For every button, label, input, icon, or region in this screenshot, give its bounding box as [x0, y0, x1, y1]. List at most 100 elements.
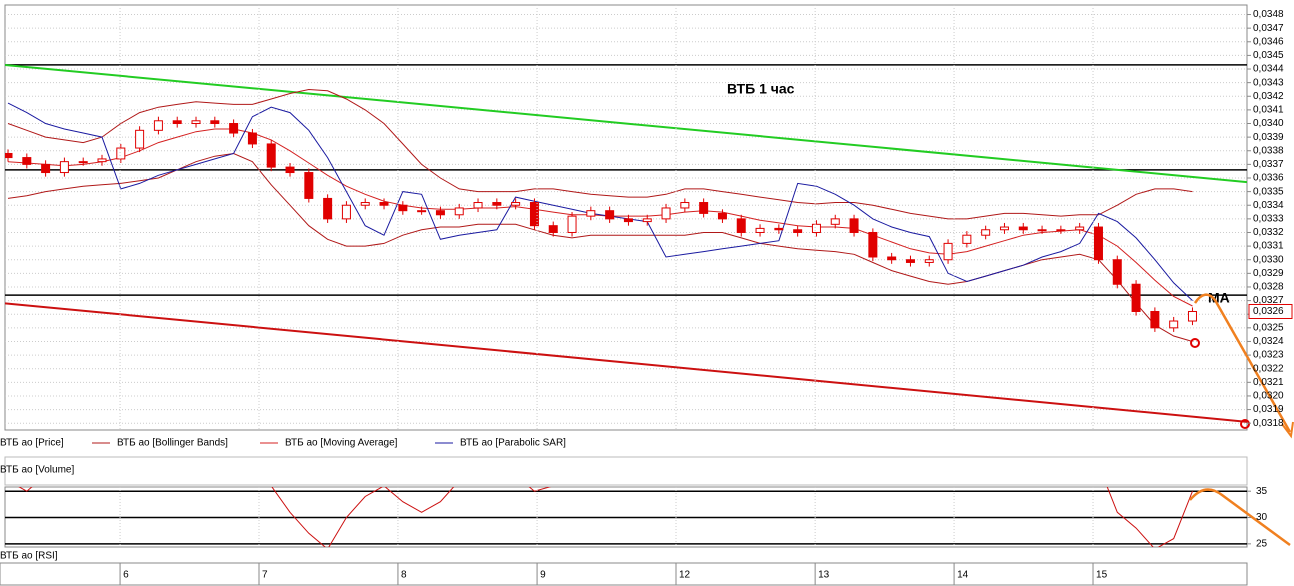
candle-body — [680, 202, 690, 209]
forecast-arrow — [1193, 293, 1292, 433]
candle-body — [699, 202, 709, 214]
y-tick-label: 0,0328 — [1253, 282, 1284, 293]
volume-panel — [4, 456, 1248, 486]
y-tick-label: 0,0323 — [1253, 350, 1284, 361]
y-tick-label: 25 — [1256, 538, 1268, 549]
x-axis-band — [0, 562, 1248, 586]
candle-body — [924, 259, 934, 263]
candle-body — [868, 231, 878, 258]
x-tick-label: 6 — [123, 570, 129, 581]
y-tick-label: 0,0321 — [1253, 377, 1284, 388]
candle-body — [849, 218, 859, 233]
candle-body — [59, 161, 69, 174]
trend-line — [5, 302, 1247, 423]
candle-body — [529, 202, 539, 227]
candle-body — [642, 218, 652, 223]
y-tick-label: 0,0337 — [1253, 159, 1284, 170]
candle-body — [811, 223, 821, 233]
candle-body — [1150, 310, 1160, 329]
y-tick-label: 0,0348 — [1253, 9, 1284, 20]
candle-body — [755, 227, 765, 233]
y-tick-label: 0,0347 — [1253, 23, 1284, 34]
arrow-head — [1281, 421, 1294, 439]
x-tick-label: 15 — [1096, 570, 1108, 581]
marker-circle — [1190, 338, 1200, 348]
moving-average — [7, 128, 1193, 307]
y-tick-label: 0,0345 — [1253, 50, 1284, 61]
candle-body — [379, 202, 389, 206]
candle-body — [285, 166, 295, 174]
candle-body — [943, 242, 953, 261]
candle-body — [586, 210, 596, 217]
candle-body — [1056, 229, 1066, 232]
candle-body — [229, 123, 239, 134]
legend-label: ВТБ ао [Bollinger Bands] — [117, 438, 228, 449]
candle-body — [736, 218, 746, 233]
rsi-plot — [5, 487, 1247, 547]
x-tick-label: 7 — [262, 570, 268, 581]
legend-label: ВТБ ао [Parabolic SAR] — [460, 438, 566, 449]
candle-body — [191, 120, 201, 125]
parabolic-sar — [7, 102, 1193, 301]
y-tick-label: 0,0341 — [1253, 105, 1284, 116]
y-tick-label: 0,0340 — [1253, 118, 1284, 129]
y-tick-label: 0,0333 — [1253, 214, 1284, 225]
y-tick-label: 35 — [1256, 486, 1268, 497]
candle-body — [210, 120, 220, 125]
y-tick-label: 0,0319 — [1253, 404, 1284, 415]
y-tick-label: 0,0339 — [1253, 132, 1284, 143]
candle-body — [5, 152, 13, 159]
y-tick-label: 0,0320 — [1253, 391, 1284, 402]
price-plot — [5, 14, 1247, 424]
candle-body — [1187, 310, 1197, 322]
candle-body — [492, 202, 502, 206]
candle-body — [1093, 226, 1103, 261]
candle-body — [962, 234, 972, 244]
y-tick-label: 0,0325 — [1253, 322, 1284, 333]
candle-body — [999, 226, 1009, 231]
candle-body — [172, 120, 182, 125]
y-tick-label: 0,0318 — [1253, 418, 1284, 429]
x-tick-label: 9 — [540, 570, 546, 581]
candle-body — [22, 157, 32, 165]
candle-body — [548, 225, 558, 233]
candle-body — [341, 204, 351, 220]
candle-body — [116, 147, 126, 160]
candle-body — [266, 143, 276, 168]
candle-body — [605, 210, 615, 220]
candle-body — [1131, 283, 1141, 312]
y-tick-label: 0,0344 — [1253, 64, 1284, 75]
legend-label: ВТБ ао [Moving Average] — [285, 438, 398, 449]
candle-body — [623, 218, 633, 223]
x-tick-label: 14 — [957, 570, 969, 581]
y-tick-label: 0,0334 — [1253, 200, 1284, 211]
annotation: MA — [1208, 290, 1230, 306]
bollinger-upper — [7, 88, 1193, 220]
trend-line — [5, 63, 1247, 184]
candle-body — [830, 218, 840, 225]
y-tick-label: 0,0330 — [1253, 254, 1284, 265]
y-tick-label: 30 — [1256, 512, 1268, 523]
candle-body — [360, 202, 370, 206]
candle-body — [41, 163, 51, 174]
panel-label: ВТБ ао [Volume] — [0, 465, 74, 476]
candle-body — [1169, 320, 1179, 329]
candle-body — [774, 227, 784, 231]
y-tick-label: 0,0329 — [1253, 268, 1284, 279]
x-tick-label: 12 — [679, 570, 691, 581]
candle-body — [793, 229, 803, 233]
candle-body — [1112, 259, 1122, 285]
y-tick-label: 0,0331 — [1253, 241, 1284, 252]
candle-body — [511, 202, 521, 206]
candle-body — [135, 129, 145, 149]
y-tick-label: 0,0346 — [1253, 36, 1284, 47]
candle-body — [435, 210, 445, 216]
y-tick-label: 0,0342 — [1253, 91, 1284, 102]
candle-body — [661, 207, 671, 220]
candle-body — [567, 215, 577, 233]
last-price-box — [1248, 303, 1293, 319]
y-tick-label: 0,0343 — [1253, 77, 1284, 88]
candle-body — [887, 256, 897, 261]
